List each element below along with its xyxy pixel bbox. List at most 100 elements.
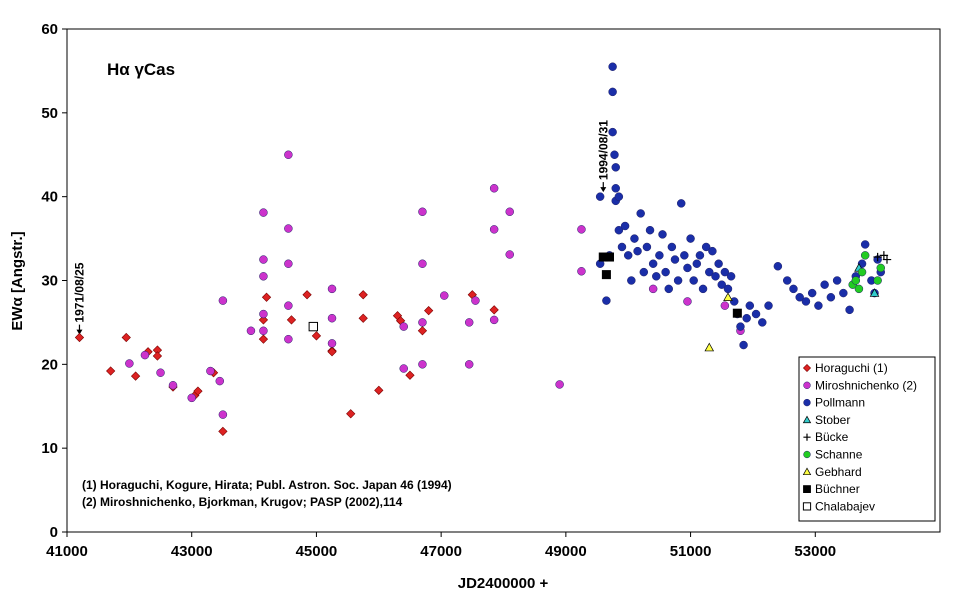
- data-point: [658, 230, 667, 239]
- data-point: [258, 315, 269, 325]
- data-point: [860, 240, 870, 249]
- x-tick-label: 51000: [670, 543, 712, 560]
- series-miroshnichenko-2-: [125, 150, 745, 419]
- data-point: [789, 284, 798, 294]
- data-point: [689, 276, 698, 285]
- data-point: [820, 280, 829, 289]
- data-point: [399, 364, 408, 373]
- data-point: [464, 318, 474, 327]
- legend-marker: [802, 415, 812, 424]
- data-point: [595, 192, 605, 201]
- data-point: [683, 297, 692, 306]
- data-point: [327, 313, 337, 323]
- data-point: [851, 276, 861, 285]
- data-point: [807, 288, 817, 298]
- data-point: [764, 301, 773, 310]
- data-point: [605, 252, 615, 262]
- data-point: [832, 276, 842, 285]
- annotations: 1971/08/25 1994/08/31: [72, 120, 610, 335]
- x-tick-label: 53000: [794, 543, 836, 560]
- data-point: [745, 301, 755, 310]
- data-point: [611, 163, 620, 172]
- legend-box: [798, 356, 936, 522]
- legend-marker: [803, 381, 811, 389]
- data-point: [608, 87, 617, 97]
- data-point: [555, 380, 564, 389]
- data-point: [661, 267, 670, 277]
- data-point: [215, 376, 225, 386]
- chart-title: Hα γCas: [107, 60, 175, 79]
- legend-label: Chalabajev: [815, 499, 875, 513]
- data-point: [418, 207, 427, 216]
- data-point: [218, 410, 228, 419]
- data-point: [686, 234, 695, 243]
- data-point: [193, 386, 203, 396]
- y-tick-label: 0: [50, 524, 58, 541]
- data-point: [601, 270, 611, 280]
- data-point: [630, 234, 639, 243]
- data-point: [308, 321, 319, 332]
- x-tick-label: 47000: [420, 543, 462, 560]
- data-point: [358, 290, 368, 300]
- data-point: [106, 366, 116, 376]
- legend-label: Horaguchi (1): [815, 361, 888, 375]
- data-point: [705, 267, 714, 277]
- data-point: [627, 276, 636, 285]
- data-point: [302, 290, 312, 300]
- data-point: [826, 293, 836, 302]
- data-point: [751, 309, 761, 319]
- data-point: [218, 426, 228, 437]
- data-point: [284, 259, 293, 268]
- data-point: [860, 251, 870, 260]
- data-point: [692, 259, 702, 268]
- x-tick-label: 49000: [545, 543, 587, 560]
- data-point: [723, 292, 733, 301]
- data-point: [346, 409, 356, 419]
- data-point: [259, 326, 268, 336]
- data-point: [639, 267, 649, 277]
- legend-marker: [803, 485, 811, 493]
- data-point: [284, 150, 293, 159]
- data-point: [620, 221, 630, 231]
- data-point: [311, 331, 322, 341]
- data-point: [617, 242, 627, 252]
- data-point: [667, 242, 677, 252]
- data-point: [714, 259, 723, 268]
- data-point: [857, 267, 867, 277]
- data-point: [676, 199, 686, 208]
- data-point: [873, 252, 882, 262]
- data-point: [876, 263, 886, 273]
- data-point: [284, 334, 293, 344]
- data-point: [711, 272, 720, 281]
- series-schanne: [848, 251, 886, 294]
- data-point: [695, 251, 705, 260]
- data-point: [732, 308, 742, 318]
- data-point: [623, 251, 633, 260]
- data-point: [758, 318, 767, 327]
- data-point: [614, 192, 624, 201]
- data-point: [489, 305, 499, 315]
- data-point: [648, 259, 658, 268]
- y-axis: 0 10 20 30 40 50 60: [41, 21, 67, 541]
- data-point: [729, 297, 739, 306]
- annotation-label: 1971/08/25: [72, 262, 86, 322]
- series-b-chner: [598, 252, 742, 318]
- data-point: [602, 296, 611, 305]
- data-point: [873, 276, 882, 285]
- data-point: [869, 288, 880, 297]
- data-point: [259, 208, 268, 217]
- data-point: [156, 368, 165, 377]
- legend-marker: [802, 363, 812, 373]
- x-axis-label: JD2400000 +: [458, 575, 549, 592]
- legend-label: Gebhard: [815, 465, 862, 479]
- annotation-label: 1994/08/31: [596, 120, 610, 180]
- data-point: [464, 360, 474, 369]
- data-point: [258, 334, 269, 344]
- data-point: [125, 359, 134, 368]
- annotation-arrow-head: [600, 187, 607, 193]
- legend-label: Schanne: [815, 448, 863, 462]
- data-point: [782, 276, 792, 285]
- legend-marker: [803, 450, 811, 459]
- annotation-arrow-head: [76, 329, 83, 335]
